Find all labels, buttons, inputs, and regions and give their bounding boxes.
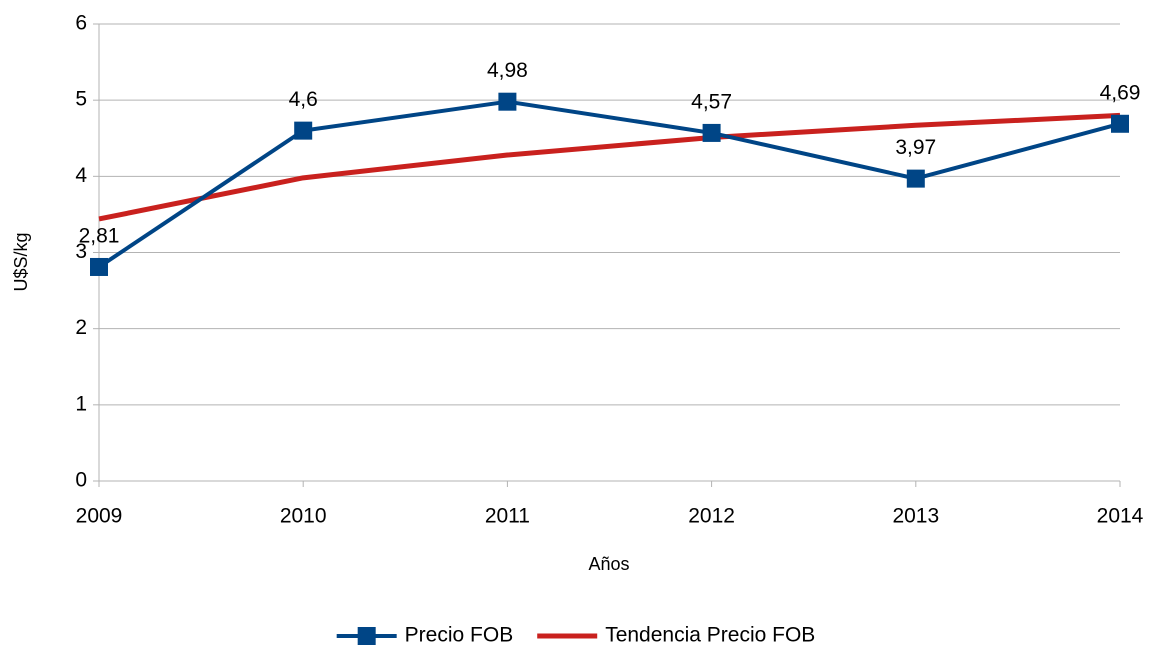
series-line: [97, 99, 1121, 269]
legend-label: Tendencia Precio FOB: [605, 624, 815, 647]
data-label: 2,81: [79, 225, 120, 248]
y-axis-title: U$S/kg: [11, 232, 31, 291]
x-axis-title: Años: [588, 554, 629, 574]
x-tick-label: 2010: [280, 505, 327, 528]
y-tick-label: 5: [75, 88, 87, 111]
x-tick-label: 2011: [485, 505, 530, 528]
data-label: 4,98: [487, 59, 528, 82]
y-tick-label: 4: [75, 164, 87, 187]
x-tick-label: 2014: [1097, 505, 1144, 528]
marker: [702, 123, 721, 142]
data-label: 4,57: [691, 90, 732, 113]
marker: [906, 169, 925, 188]
marker: [498, 92, 517, 111]
legend-label: Precio FOB: [405, 624, 514, 647]
x-tick-label: 2013: [892, 505, 939, 528]
x-tick-label: 2009: [76, 505, 123, 528]
y-tick-label: 1: [75, 392, 87, 415]
marker: [294, 121, 313, 140]
marker: [1111, 114, 1129, 133]
series-line: [98, 112, 1121, 222]
data-label: 3,97: [895, 136, 936, 159]
x-tick-label: 2012: [688, 505, 735, 528]
y-tick-label: 6: [75, 12, 87, 35]
marker: [90, 257, 108, 276]
y-tick-label: 2: [75, 316, 87, 339]
data-label: 4,69: [1100, 81, 1141, 104]
data-label: 4,6: [289, 88, 318, 111]
legend-marker: [357, 627, 376, 645]
y-tick-label: 3: [75, 240, 87, 263]
y-tick-label: 0: [75, 469, 87, 492]
